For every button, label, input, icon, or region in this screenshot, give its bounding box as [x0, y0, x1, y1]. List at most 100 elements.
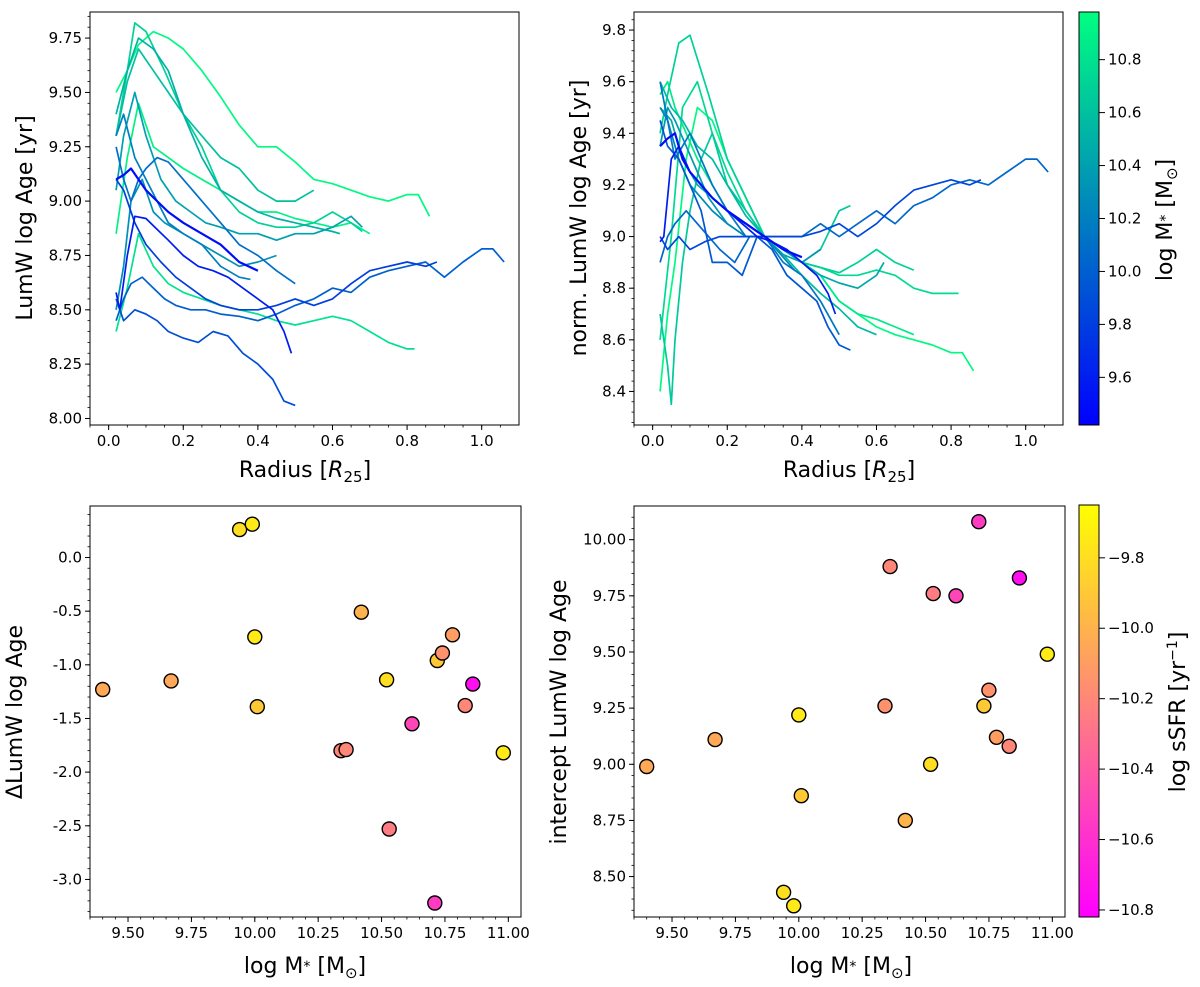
y-tick-label: 9.0 [602, 228, 626, 246]
scatter-point [249, 699, 265, 715]
scatter-point [338, 741, 354, 758]
x-tick-label: 10.50 [360, 924, 403, 942]
profile-line [659, 80, 959, 340]
colorbar-tick-label: −10.4 [1108, 760, 1154, 778]
x-tick-label: 9.50 [111, 924, 144, 942]
colorbar-mass-gradient [1078, 11, 1100, 426]
axes-frame [89, 505, 522, 918]
colorbar-tick-label: 10.6 [1108, 104, 1141, 122]
x-tick-label: 11.00 [1031, 924, 1074, 942]
scatter-point [882, 558, 898, 575]
scatter-point [353, 604, 369, 620]
profile-line [115, 248, 505, 322]
profile-line [115, 30, 431, 217]
scatter-point [948, 588, 964, 604]
x-tick-label: 0.4 [790, 432, 814, 450]
scatter-point [775, 884, 792, 900]
y-tick-label: -0.5 [53, 602, 82, 620]
scatter-point [971, 514, 987, 530]
y-tick-label: -1.5 [53, 709, 82, 727]
plot-area [115, 22, 505, 407]
colorbar-tick-label: 10.0 [1108, 262, 1141, 280]
colorbar-ssfr-label: log sSFR [yr−1] [1165, 632, 1191, 793]
profile-line [115, 167, 259, 272]
panel-intercept-age-vs-mass: 9.50 9.75 10.00 10.25 10.50 10.75 11.00 8.50 8.7… [583, 505, 1074, 942]
y-tick-label: 8.50 [49, 301, 82, 319]
colorbar-ssfr-gradient [1078, 504, 1100, 918]
axes-frame [633, 11, 1064, 426]
scatter-point [457, 697, 473, 714]
colorbar-tick-label: 9.8 [1108, 315, 1132, 333]
xlabel-bottom-right: log M* [M⊙] [790, 954, 912, 982]
colorbar-tick-label: −10.6 [1108, 831, 1154, 849]
x-tick-label: 10.75 [423, 924, 466, 942]
y-tick-label: 8.75 [593, 811, 626, 829]
profile-line [115, 298, 296, 407]
profile-line [115, 178, 277, 310]
colorbar-tick-label: 9.6 [1108, 368, 1132, 386]
scatter-point [877, 698, 893, 714]
scatter-point [231, 521, 248, 538]
x-tick-label: 9.50 [655, 924, 688, 942]
x-tick-label: 0.8 [395, 432, 419, 450]
colorbar-tick-label: 10.4 [1108, 157, 1141, 175]
x-tick-label: 9.75 [719, 924, 752, 942]
colorbar-mass-label: log M* [M⊙] [1153, 159, 1181, 281]
y-tick-label: 8.00 [49, 409, 82, 427]
y-tick-label: 10.00 [583, 531, 626, 549]
scatter-point [434, 645, 451, 661]
profile-line [659, 178, 982, 251]
y-tick-label: 9.2 [602, 176, 626, 194]
scatter-point [244, 516, 261, 532]
scatter-point [444, 627, 461, 643]
scatter-point [247, 629, 263, 645]
colorbar-tick-label: −10.8 [1108, 901, 1154, 919]
x-tick-label: 0.0 [641, 432, 665, 450]
ylabel-bottom-right: intercept LumW log Age [547, 579, 572, 844]
colorbar-tick-label: 10.2 [1108, 210, 1141, 228]
x-tick-label: 10.75 [967, 924, 1010, 942]
y-tick-label: -3.0 [53, 870, 82, 888]
y-tick-label: 9.75 [49, 29, 82, 47]
colorbar-tick-label: −10.0 [1108, 619, 1154, 637]
scatter-point [381, 821, 397, 837]
x-tick-label: 1.0 [470, 432, 494, 450]
profile-line [659, 158, 1049, 264]
y-tick-label: 8.25 [49, 355, 82, 373]
x-tick-label: 10.00 [233, 924, 276, 942]
x-tick-label: 0.4 [246, 432, 270, 450]
profile-line [659, 81, 877, 336]
panel-delta-age-vs-mass: 9.50 9.75 10.00 10.25 10.50 10.75 11.00 0.0 -0.5… [53, 505, 530, 942]
scatter-point [495, 745, 511, 761]
colorbar-tick-label: −9.8 [1108, 549, 1144, 567]
scatter-point [897, 812, 913, 829]
y-tick-label: -2.0 [53, 763, 82, 781]
scatter-point [988, 729, 1005, 745]
x-tick-label: 10.00 [777, 924, 820, 942]
profile-line [659, 106, 975, 392]
scatter-point [1011, 570, 1028, 586]
y-tick-label: 9.25 [593, 699, 626, 717]
scatter-point [378, 672, 395, 688]
x-tick-label: 10.25 [297, 924, 340, 942]
y-tick-label: 9.00 [593, 755, 626, 773]
xlabel-top-left: Radius [R25] [239, 458, 371, 486]
scatter-point [465, 676, 481, 692]
colorbar-ssfr: −9.8 −10.0 −10.2 −10.4 −10.6 −10.8 log sSFR [… [1078, 504, 1191, 919]
x-tick-label: 0.8 [939, 432, 963, 450]
x-tick-label: 0.2 [171, 432, 195, 450]
y-tick-label: 8.75 [49, 246, 82, 264]
x-tick-label: 0.2 [715, 432, 739, 450]
scatter-point [94, 681, 111, 698]
axes-frame [633, 505, 1066, 918]
x-tick-label: 11.00 [487, 924, 530, 942]
profile-line [659, 106, 885, 290]
profile-line [115, 178, 438, 311]
scatter-point [427, 895, 443, 911]
profile-line [659, 107, 796, 271]
plot-area [94, 516, 511, 911]
profile-line [115, 22, 363, 233]
y-tick-label: 9.75 [593, 587, 626, 605]
profile-line [115, 91, 363, 242]
profile-line [115, 215, 293, 354]
